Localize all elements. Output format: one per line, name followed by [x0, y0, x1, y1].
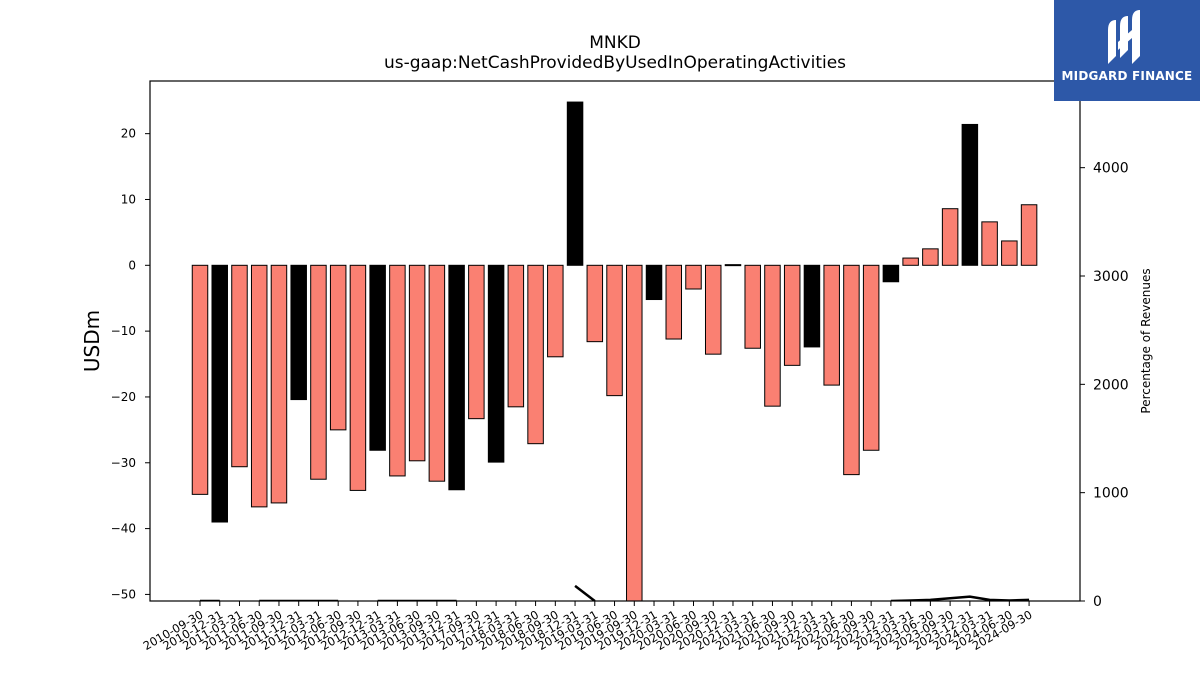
y-tick-label: −50	[111, 587, 136, 601]
bar-2024-09-30	[1020, 204, 1038, 266]
bar-2024-03-31	[981, 221, 998, 266]
x-axis: 2010-09-302010-12-312011-03-312011-06-30…	[141, 601, 1035, 653]
pct-revenue-segment	[890, 595, 1030, 601]
bar-2023-06-30	[922, 248, 939, 266]
bar-2010-12-31	[211, 264, 228, 523]
y-tick-label: −30	[111, 456, 136, 470]
bar-2020-03-31	[665, 264, 683, 340]
bar-2019-06-30	[606, 264, 623, 397]
bar-2017-09-30	[468, 264, 485, 420]
bar-2022-12-31	[882, 264, 900, 283]
bar-2018-12-31	[566, 101, 584, 266]
bar-2021-09-30	[783, 264, 801, 366]
y-tick-label: 20	[121, 127, 136, 141]
y-axis-left: −50 −40 −30 −20 −10 0 10 20	[111, 127, 150, 601]
bar-2012-03-31	[310, 264, 327, 480]
bar-2011-06-30	[250, 264, 268, 508]
y-tick-label: 10	[121, 192, 136, 206]
bar-2023-12-31	[961, 123, 979, 266]
y-axis-right: 0 1000 2000 3000 4000	[1080, 161, 1129, 610]
bar-2021-06-30	[764, 264, 781, 407]
y-tick-label: −10	[111, 324, 136, 338]
y-tick-label: −40	[111, 522, 136, 536]
bar-2013-03-31	[389, 264, 406, 477]
y-right-tick-label: 3000	[1093, 269, 1129, 285]
bar-2024-06-30	[1001, 240, 1018, 266]
y-axis-label-left: USDm	[80, 310, 104, 372]
bar-2010-09-30	[191, 264, 209, 495]
logo-text: MIDGARD FINANCE	[1061, 69, 1193, 83]
bar-2021-12-31	[803, 264, 821, 348]
bar-2022-09-30	[862, 264, 880, 451]
bar-2011-12-31	[290, 264, 307, 401]
bar-2020-12-31	[724, 264, 742, 267]
bar-2022-03-31	[823, 264, 840, 386]
y-tick-label: −20	[111, 390, 136, 404]
bar-2012-06-30	[329, 264, 347, 431]
bar-2020-09-30	[704, 264, 722, 355]
y-right-tick-label: 1000	[1093, 486, 1129, 502]
y-axis-label-right: Percentage of Revenues	[1139, 268, 1153, 413]
chart-subtitle: us-gaap:NetCashProvidedByUsedInOperating…	[384, 53, 846, 73]
pct-revenue-segment	[574, 584, 596, 601]
bars	[191, 101, 1038, 601]
y-right-tick-label: 4000	[1093, 161, 1129, 177]
brand-logo: MIDGARD FINANCE	[1054, 0, 1200, 101]
bar-2023-03-31	[902, 257, 919, 266]
bar-2011-03-31	[231, 264, 248, 468]
bar-2011-09-30	[270, 264, 288, 504]
y-right-tick-label: 2000	[1093, 377, 1129, 393]
bar-2019-03-31	[586, 264, 604, 343]
bar-2012-09-30	[349, 264, 367, 491]
bar-2013-06-30	[408, 264, 426, 462]
bar-2013-09-30	[428, 264, 446, 482]
bar-2021-03-31	[744, 264, 761, 349]
bar-2018-06-30	[527, 264, 544, 445]
bar-2019-09-30	[626, 264, 643, 601]
bar-2018-03-31	[507, 264, 525, 408]
y-tick-label: 0	[128, 258, 136, 272]
chart-title: MNKD	[589, 33, 641, 53]
bar-2013-12-31	[448, 264, 465, 491]
bar-2012-12-31	[369, 264, 386, 451]
bar-2017-12-31	[487, 264, 505, 463]
y-right-tick-label: 0	[1093, 594, 1102, 610]
pct-revenue-line	[200, 584, 1030, 601]
bar-2023-09-30	[941, 208, 959, 266]
midgard-logo-icon	[1108, 10, 1140, 64]
bar-2022-06-30	[843, 264, 860, 476]
bar-2019-12-31	[645, 264, 663, 301]
bar-2018-09-30	[547, 264, 564, 358]
bar-2020-06-30	[685, 264, 702, 290]
